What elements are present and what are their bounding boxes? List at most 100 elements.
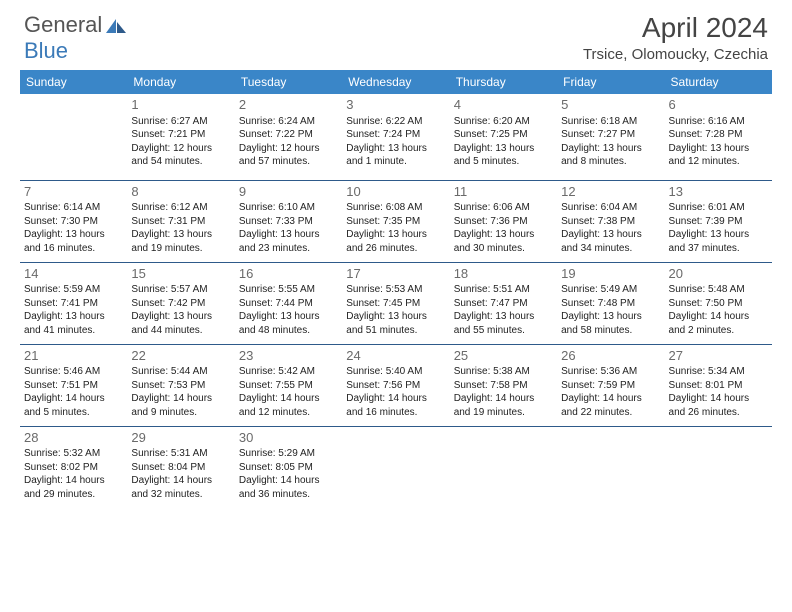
sunrise-text: Sunrise: 6:12 AM xyxy=(131,201,230,215)
day-cell xyxy=(342,426,449,508)
daylight-text: Daylight: 13 hours and 55 minutes. xyxy=(454,310,553,337)
day-cell: 6Sunrise: 6:16 AMSunset: 7:28 PMDaylight… xyxy=(665,94,772,180)
day-cell: 20Sunrise: 5:48 AMSunset: 7:50 PMDayligh… xyxy=(665,262,772,344)
sunrise-text: Sunrise: 6:01 AM xyxy=(669,201,768,215)
day-details: Sunrise: 5:36 AMSunset: 7:59 PMDaylight:… xyxy=(561,365,660,419)
day-cell xyxy=(557,426,664,508)
sunset-text: Sunset: 7:38 PM xyxy=(561,215,660,229)
week-row: 28Sunrise: 5:32 AMSunset: 8:02 PMDayligh… xyxy=(20,426,772,508)
day-details: Sunrise: 6:22 AMSunset: 7:24 PMDaylight:… xyxy=(346,115,445,169)
day-cell: 28Sunrise: 5:32 AMSunset: 8:02 PMDayligh… xyxy=(20,426,127,508)
day-details: Sunrise: 6:16 AMSunset: 7:28 PMDaylight:… xyxy=(669,115,768,169)
daylight-text: Daylight: 13 hours and 26 minutes. xyxy=(346,228,445,255)
day-cell: 10Sunrise: 6:08 AMSunset: 7:35 PMDayligh… xyxy=(342,180,449,262)
daylight-text: Daylight: 14 hours and 32 minutes. xyxy=(131,474,230,501)
day-cell: 9Sunrise: 6:10 AMSunset: 7:33 PMDaylight… xyxy=(235,180,342,262)
day-number: 9 xyxy=(239,183,338,201)
sunrise-text: Sunrise: 6:16 AM xyxy=(669,115,768,129)
day-header: Friday xyxy=(557,70,664,94)
logo: General Blue xyxy=(24,12,128,64)
sunrise-text: Sunrise: 5:29 AM xyxy=(239,447,338,461)
day-cell: 23Sunrise: 5:42 AMSunset: 7:55 PMDayligh… xyxy=(235,344,342,426)
day-number: 22 xyxy=(131,347,230,365)
daylight-text: Daylight: 14 hours and 2 minutes. xyxy=(669,310,768,337)
day-cell: 22Sunrise: 5:44 AMSunset: 7:53 PMDayligh… xyxy=(127,344,234,426)
daylight-text: Daylight: 13 hours and 1 minute. xyxy=(346,142,445,169)
day-cell: 5Sunrise: 6:18 AMSunset: 7:27 PMDaylight… xyxy=(557,94,664,180)
day-number: 14 xyxy=(24,265,123,283)
day-number: 28 xyxy=(24,429,123,447)
day-cell: 12Sunrise: 6:04 AMSunset: 7:38 PMDayligh… xyxy=(557,180,664,262)
day-details: Sunrise: 5:31 AMSunset: 8:04 PMDaylight:… xyxy=(131,447,230,501)
sunrise-text: Sunrise: 5:40 AM xyxy=(346,365,445,379)
sunset-text: Sunset: 8:02 PM xyxy=(24,461,123,475)
daylight-text: Daylight: 14 hours and 19 minutes. xyxy=(454,392,553,419)
day-header: Monday xyxy=(127,70,234,94)
day-cell: 29Sunrise: 5:31 AMSunset: 8:04 PMDayligh… xyxy=(127,426,234,508)
sunrise-text: Sunrise: 5:48 AM xyxy=(669,283,768,297)
sunset-text: Sunset: 7:51 PM xyxy=(24,379,123,393)
day-number: 1 xyxy=(131,96,230,114)
daylight-text: Daylight: 13 hours and 41 minutes. xyxy=(24,310,123,337)
daylight-text: Daylight: 13 hours and 44 minutes. xyxy=(131,310,230,337)
day-cell: 16Sunrise: 5:55 AMSunset: 7:44 PMDayligh… xyxy=(235,262,342,344)
day-details: Sunrise: 6:20 AMSunset: 7:25 PMDaylight:… xyxy=(454,115,553,169)
day-cell: 4Sunrise: 6:20 AMSunset: 7:25 PMDaylight… xyxy=(450,94,557,180)
day-number: 30 xyxy=(239,429,338,447)
day-number: 13 xyxy=(669,183,768,201)
sunset-text: Sunset: 7:55 PM xyxy=(239,379,338,393)
day-number: 25 xyxy=(454,347,553,365)
daylight-text: Daylight: 13 hours and 58 minutes. xyxy=(561,310,660,337)
day-details: Sunrise: 5:59 AMSunset: 7:41 PMDaylight:… xyxy=(24,283,123,337)
day-details: Sunrise: 5:42 AMSunset: 7:55 PMDaylight:… xyxy=(239,365,338,419)
day-details: Sunrise: 5:48 AMSunset: 7:50 PMDaylight:… xyxy=(669,283,768,337)
day-cell: 3Sunrise: 6:22 AMSunset: 7:24 PMDaylight… xyxy=(342,94,449,180)
day-number: 20 xyxy=(669,265,768,283)
logo-text: General Blue xyxy=(24,12,128,64)
day-cell xyxy=(665,426,772,508)
sunrise-text: Sunrise: 5:31 AM xyxy=(131,447,230,461)
sunset-text: Sunset: 7:47 PM xyxy=(454,297,553,311)
daylight-text: Daylight: 14 hours and 26 minutes. xyxy=(669,392,768,419)
sunrise-text: Sunrise: 6:27 AM xyxy=(131,115,230,129)
day-header: Wednesday xyxy=(342,70,449,94)
sunset-text: Sunset: 7:41 PM xyxy=(24,297,123,311)
day-details: Sunrise: 6:27 AMSunset: 7:21 PMDaylight:… xyxy=(131,115,230,169)
daylight-text: Daylight: 13 hours and 19 minutes. xyxy=(131,228,230,255)
day-details: Sunrise: 5:46 AMSunset: 7:51 PMDaylight:… xyxy=(24,365,123,419)
sunset-text: Sunset: 7:48 PM xyxy=(561,297,660,311)
day-header-row: Sunday Monday Tuesday Wednesday Thursday… xyxy=(20,70,772,94)
calendar-table: Sunday Monday Tuesday Wednesday Thursday… xyxy=(20,70,772,508)
day-header: Thursday xyxy=(450,70,557,94)
location: Trsice, Olomoucky, Czechia xyxy=(583,46,768,63)
daylight-text: Daylight: 14 hours and 29 minutes. xyxy=(24,474,123,501)
day-cell: 19Sunrise: 5:49 AMSunset: 7:48 PMDayligh… xyxy=(557,262,664,344)
sunrise-text: Sunrise: 5:42 AM xyxy=(239,365,338,379)
day-details: Sunrise: 5:32 AMSunset: 8:02 PMDaylight:… xyxy=(24,447,123,501)
day-cell: 26Sunrise: 5:36 AMSunset: 7:59 PMDayligh… xyxy=(557,344,664,426)
sunset-text: Sunset: 7:44 PM xyxy=(239,297,338,311)
sunrise-text: Sunrise: 6:04 AM xyxy=(561,201,660,215)
daylight-text: Daylight: 13 hours and 12 minutes. xyxy=(669,142,768,169)
day-cell: 17Sunrise: 5:53 AMSunset: 7:45 PMDayligh… xyxy=(342,262,449,344)
sunset-text: Sunset: 8:05 PM xyxy=(239,461,338,475)
sunset-text: Sunset: 7:27 PM xyxy=(561,128,660,142)
day-cell: 14Sunrise: 5:59 AMSunset: 7:41 PMDayligh… xyxy=(20,262,127,344)
day-number: 5 xyxy=(561,96,660,114)
sunset-text: Sunset: 8:01 PM xyxy=(669,379,768,393)
day-number: 7 xyxy=(24,183,123,201)
daylight-text: Daylight: 14 hours and 12 minutes. xyxy=(239,392,338,419)
day-cell: 15Sunrise: 5:57 AMSunset: 7:42 PMDayligh… xyxy=(127,262,234,344)
sunrise-text: Sunrise: 5:55 AM xyxy=(239,283,338,297)
header: General Blue April 2024 Trsice, Olomouck… xyxy=(0,0,792,70)
day-number: 27 xyxy=(669,347,768,365)
day-cell: 25Sunrise: 5:38 AMSunset: 7:58 PMDayligh… xyxy=(450,344,557,426)
sunrise-text: Sunrise: 6:08 AM xyxy=(346,201,445,215)
day-details: Sunrise: 6:04 AMSunset: 7:38 PMDaylight:… xyxy=(561,201,660,255)
day-header: Tuesday xyxy=(235,70,342,94)
day-number: 21 xyxy=(24,347,123,365)
sunset-text: Sunset: 7:28 PM xyxy=(669,128,768,142)
sunset-text: Sunset: 8:04 PM xyxy=(131,461,230,475)
sunrise-text: Sunrise: 5:32 AM xyxy=(24,447,123,461)
month-title: April 2024 xyxy=(583,12,768,44)
